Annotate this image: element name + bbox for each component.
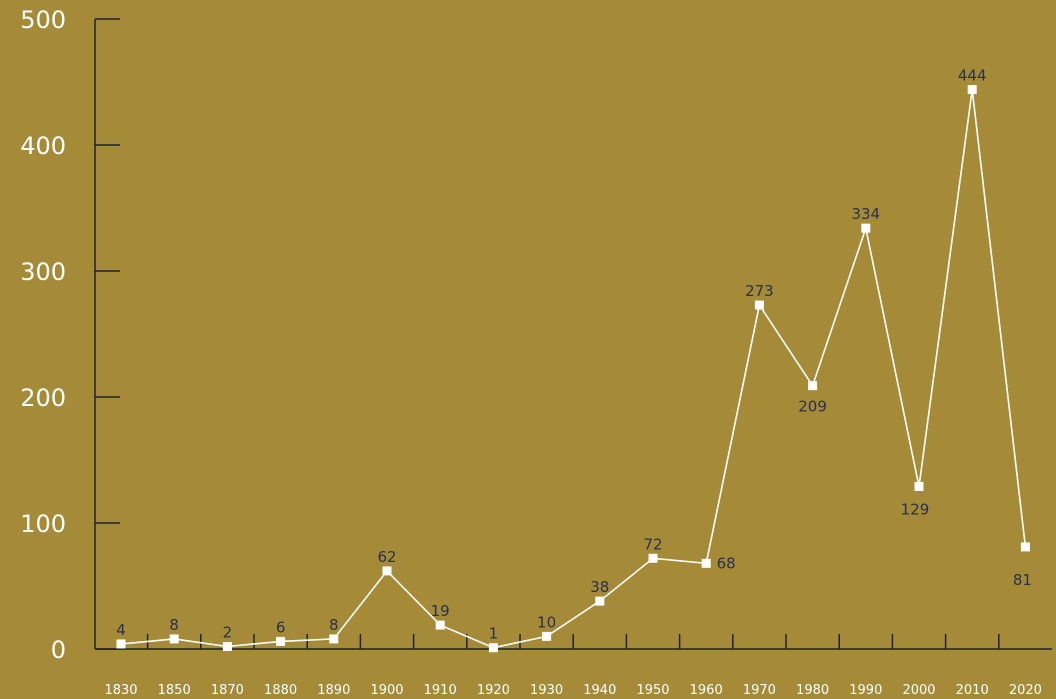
data-point-marker (116, 639, 126, 649)
x-tick-label: 2010 (956, 683, 989, 698)
data-point-marker (169, 634, 179, 644)
series-line (120, 89, 1027, 649)
x-tick-label: 1940 (583, 683, 616, 698)
data-point-marker (1020, 542, 1030, 552)
data-point-marker (648, 553, 658, 563)
x-tick-label: 1970 (743, 683, 776, 698)
data-label: 19 (431, 602, 450, 620)
data-label: 334 (851, 205, 880, 223)
data-label: 1 (489, 625, 499, 643)
x-tick-label: 1990 (849, 683, 882, 698)
data-label: 68 (717, 554, 736, 572)
y-tick-label: 300 (20, 258, 66, 286)
data-point-marker (808, 381, 818, 391)
data-label: 10 (537, 613, 556, 631)
data-label: 38 (590, 578, 609, 596)
x-tick-label: 1910 (424, 683, 457, 698)
data-point-marker (329, 634, 339, 644)
x-tick-label: 1880 (264, 683, 297, 698)
data-point-marker (595, 596, 605, 606)
x-tick-label: 1830 (104, 683, 137, 698)
x-tick-label: 1950 (636, 683, 669, 698)
data-label: 81 (1013, 571, 1032, 589)
data-point-marker (542, 631, 552, 641)
data-point-marker (701, 558, 711, 568)
data-label: 2 (223, 623, 233, 641)
data-label: 8 (329, 616, 339, 634)
data-label: 6 (276, 618, 286, 636)
x-tick-label: 1890 (317, 683, 350, 698)
data-label: 62 (377, 548, 396, 566)
data-point-marker (382, 566, 392, 576)
data-point-marker (488, 643, 498, 653)
x-tick-label: 1930 (530, 683, 563, 698)
y-tick-label: 500 (20, 6, 66, 34)
data-point-marker (754, 300, 764, 310)
x-tick-label: 1980 (796, 683, 829, 698)
data-label: 129 (901, 500, 930, 518)
data-point-marker (435, 620, 445, 630)
data-point-marker (222, 641, 232, 651)
x-tick-label: 1960 (690, 683, 723, 698)
x-tick-label: 1920 (477, 683, 510, 698)
y-tick-label: 100 (20, 510, 66, 538)
x-tick-label: 1850 (158, 683, 191, 698)
x-tick-label: 1870 (211, 683, 244, 698)
y-tick-label: 200 (20, 384, 66, 412)
data-label: 209 (798, 398, 827, 416)
data-label: 4 (116, 621, 126, 639)
x-tick-label: 1900 (370, 683, 403, 698)
data-point-marker (276, 636, 286, 646)
data-label: 444 (958, 67, 987, 85)
y-tick-label: 400 (20, 132, 66, 160)
data-point-marker (861, 223, 871, 233)
data-point-marker (967, 85, 977, 95)
x-tick-label: 2020 (1009, 683, 1042, 698)
data-label: 8 (169, 616, 179, 634)
data-point-marker (914, 481, 924, 491)
y-tick-label: 0 (51, 636, 66, 664)
x-tick-label: 2000 (902, 683, 935, 698)
data-label: 273 (745, 282, 774, 300)
data-label: 72 (643, 535, 662, 553)
